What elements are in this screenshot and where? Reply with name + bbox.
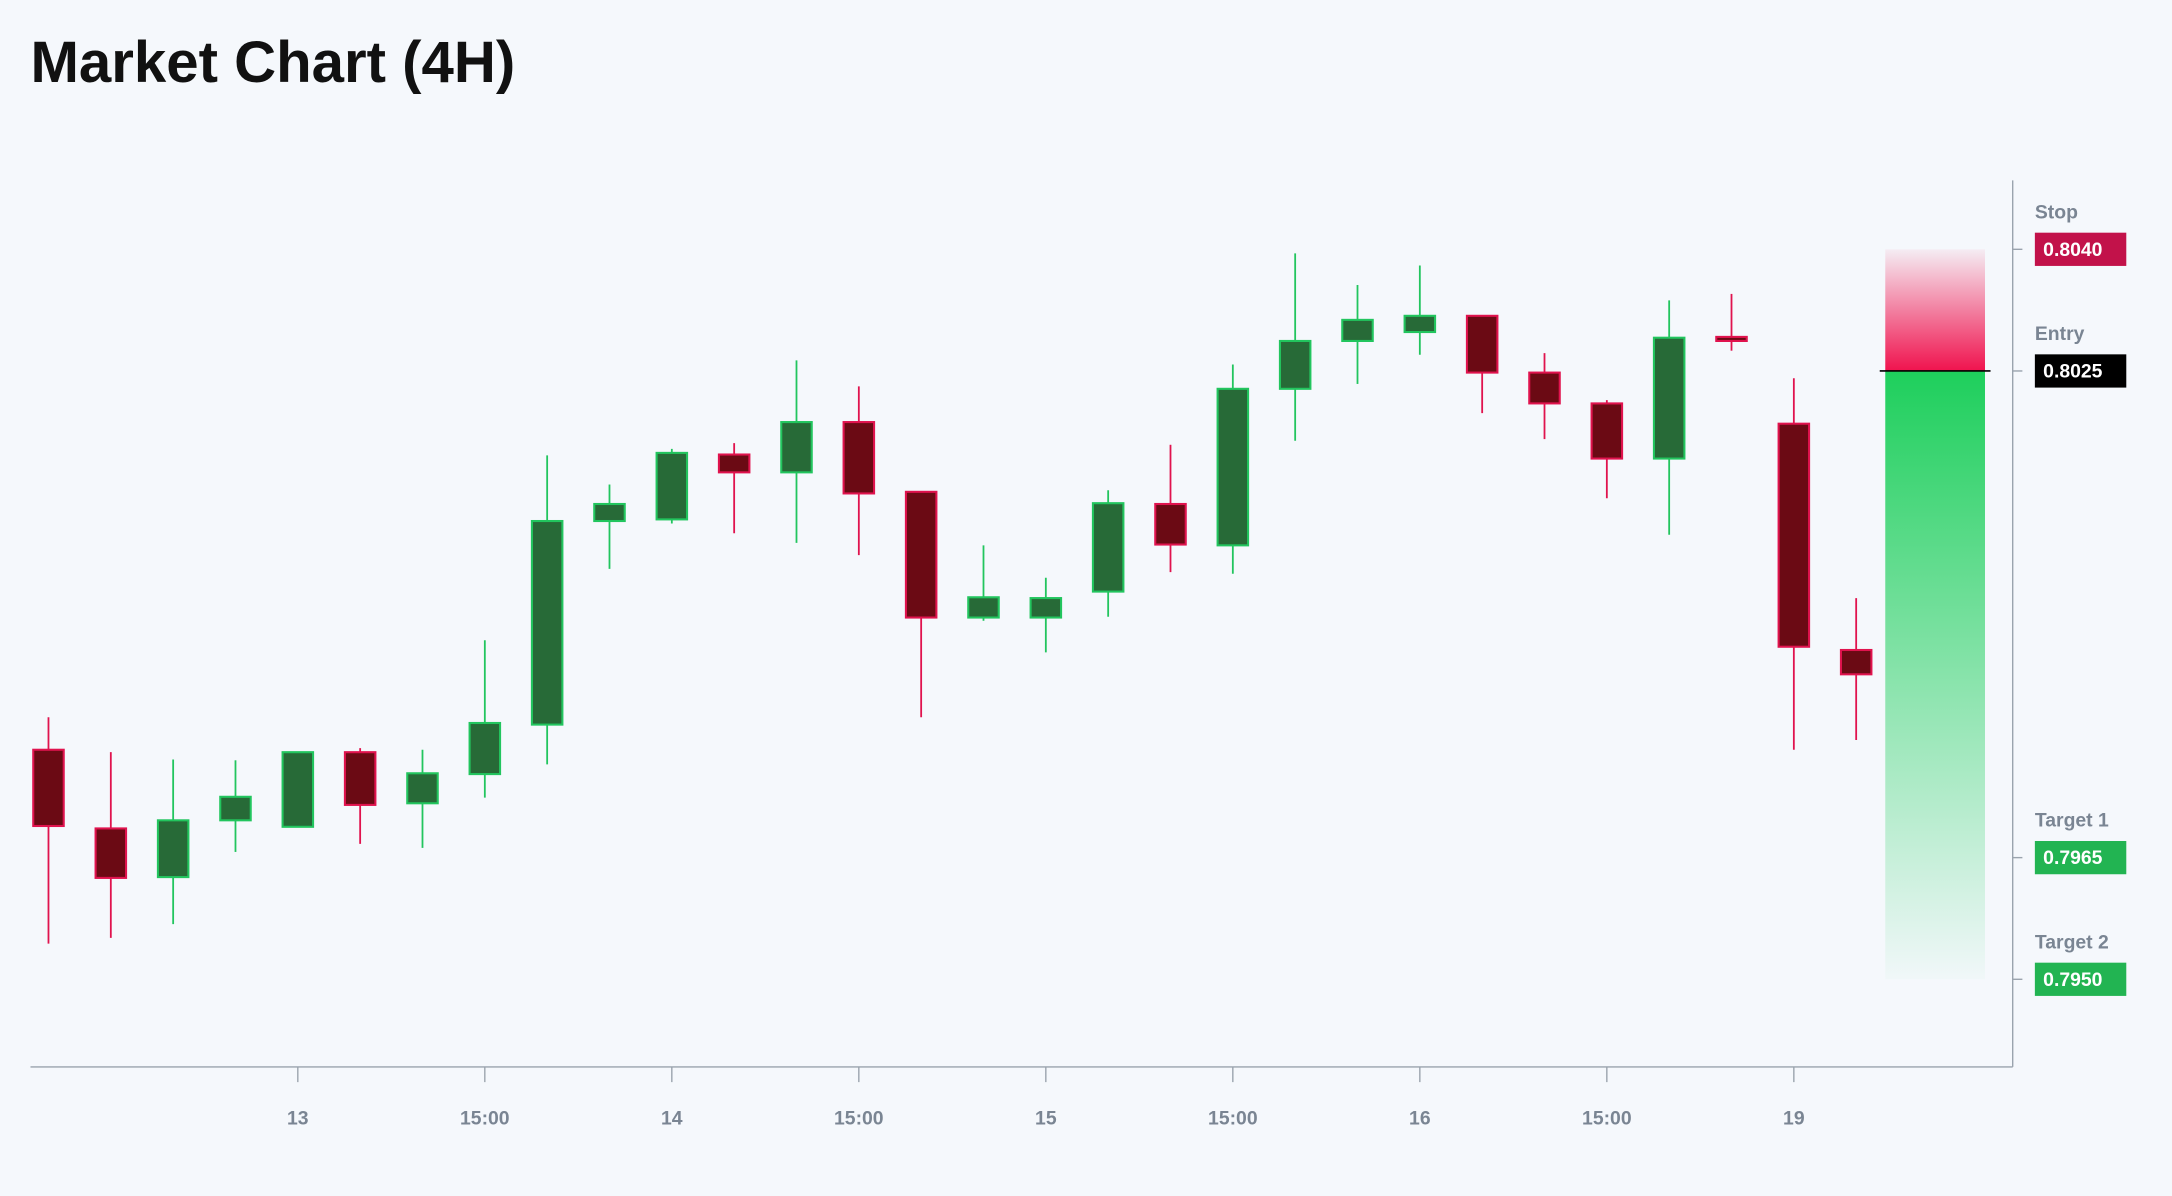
candle-body	[655, 451, 689, 521]
level-label: 0.7950	[2043, 969, 2102, 991]
candle-body	[468, 721, 502, 776]
x-tick-label: 15:00	[1208, 1108, 1258, 1130]
candle-body	[842, 421, 876, 495]
candle-body	[1715, 335, 1748, 342]
candle-body	[1278, 339, 1312, 390]
x-tick-label: 13	[287, 1108, 309, 1130]
level-label: 0.8025	[2043, 360, 2102, 382]
candle-body	[1216, 387, 1250, 547]
candle-body	[281, 751, 315, 828]
candle-body	[1029, 597, 1063, 619]
candle-body	[1528, 371, 1561, 405]
x-tick-label: 15:00	[460, 1108, 510, 1130]
level-badge	[2034, 841, 2127, 875]
candle-body	[530, 519, 564, 726]
x-tick-label: 15:00	[1582, 1108, 1632, 1130]
candle-body	[904, 490, 938, 619]
candle-body	[1341, 318, 1374, 342]
level-badge	[2034, 232, 2127, 266]
candle-body	[94, 827, 128, 879]
candle-body	[1465, 314, 1499, 374]
x-tick-label: 15	[1035, 1108, 1057, 1130]
level-name: Target 2	[2035, 931, 2109, 953]
candle-body	[1091, 502, 1125, 593]
reward-zone	[1885, 370, 1985, 980]
x-tick-label: 15:00	[834, 1108, 884, 1130]
level-name: Entry	[2035, 323, 2085, 345]
candle-body	[156, 819, 190, 879]
candle-body	[343, 751, 377, 806]
level-label: 0.7965	[2043, 847, 2102, 869]
level-label: 0.8040	[2043, 239, 2102, 261]
candle-body	[593, 502, 626, 523]
risk-zone	[1885, 249, 1985, 371]
candle-body	[32, 748, 65, 828]
level-name: Target 1	[2035, 810, 2109, 832]
candle-body	[1590, 402, 1624, 460]
candle-body	[1839, 648, 1873, 676]
level-badge	[2034, 354, 2127, 388]
candle-body	[1777, 422, 1811, 648]
chart-title: Market Chart (4H)	[30, 30, 515, 95]
x-tick-label: 19	[1783, 1108, 1805, 1130]
level-badge	[2034, 962, 2127, 996]
candle-body	[967, 596, 1000, 619]
candle-body	[717, 453, 751, 474]
x-tick-label: 14	[661, 1108, 683, 1130]
candle-body	[406, 772, 439, 805]
candle-body	[219, 795, 252, 822]
candle-body	[780, 421, 813, 474]
x-tick-label: 16	[1409, 1108, 1431, 1130]
candle-body	[1652, 336, 1686, 460]
level-name: Stop	[2035, 201, 2078, 223]
candle-body	[1403, 314, 1437, 334]
candle-body	[1154, 502, 1187, 546]
